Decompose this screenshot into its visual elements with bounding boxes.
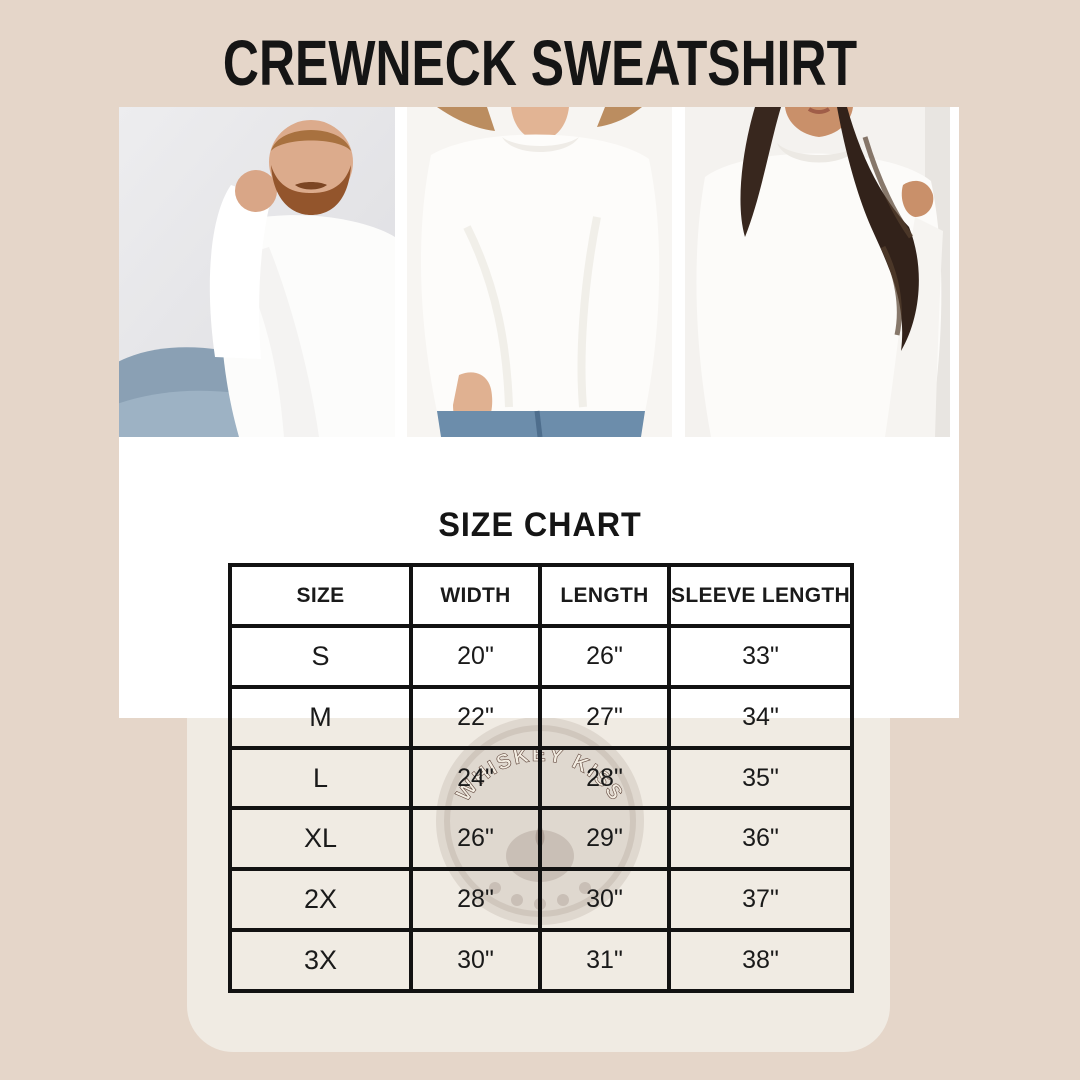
size-chart-cell-size: M [232, 684, 409, 746]
size-chart-cell-size: 3X [232, 928, 409, 989]
size-chart-cell-width: 26" [409, 806, 538, 868]
size-chart-cell-sleeve: 34" [667, 684, 850, 746]
size-chart-heading: SIZE CHART [438, 506, 642, 544]
size-chart-cell-width: 20" [409, 624, 538, 685]
female-model-curly-hair-illustration [685, 107, 950, 437]
size-chart-cell-length: 31" [538, 928, 667, 989]
size-chart-header-size: SIZE [296, 583, 345, 607]
size-chart-cell-size: XL [232, 806, 409, 867]
female-model-front-illustration [407, 107, 672, 437]
size-chart-cell-width: 24" [409, 745, 538, 807]
size-chart-cell-length: 29" [538, 806, 667, 868]
size-chart-cell-length: 28" [538, 745, 667, 807]
size-chart-cell-width: 22" [409, 684, 538, 746]
photo-female-model-front [407, 107, 672, 437]
size-chart-header-length: LENGTH [538, 567, 667, 624]
size-chart-cell-width: 28" [409, 867, 538, 929]
photo-male-model [119, 107, 395, 437]
male-model-illustration [119, 107, 395, 437]
size-chart-cell-length: 26" [538, 624, 667, 685]
page-title: CREWNECK SWEATSHIRT [222, 27, 858, 99]
size-chart-cell-length: 30" [538, 867, 667, 929]
size-chart-cell-size: S [232, 624, 409, 685]
size-chart-cell-size: 2X [232, 867, 409, 928]
size-chart-cell-width: 30" [409, 928, 538, 989]
photo-female-model-curly-hair [685, 107, 950, 437]
size-chart-cell-sleeve: 33" [667, 624, 850, 685]
size-chart-header-sleeve-length: SLEEVE LENGTH [667, 567, 850, 624]
size-chart-cell-sleeve: 38" [667, 928, 850, 989]
size-chart-cell-size: L [232, 745, 409, 807]
size-chart-cell-length: 27" [538, 684, 667, 746]
size-chart-header-width: WIDTH [409, 567, 538, 624]
size-chart-cell-sleeve: 35" [667, 745, 850, 807]
size-chart-table: SIZE WIDTH LENGTH SLEEVE LENGTH S 20" 26… [228, 563, 854, 993]
size-chart-cell-sleeve: 37" [667, 867, 850, 929]
size-chart-cell-sleeve: 36" [667, 806, 850, 868]
